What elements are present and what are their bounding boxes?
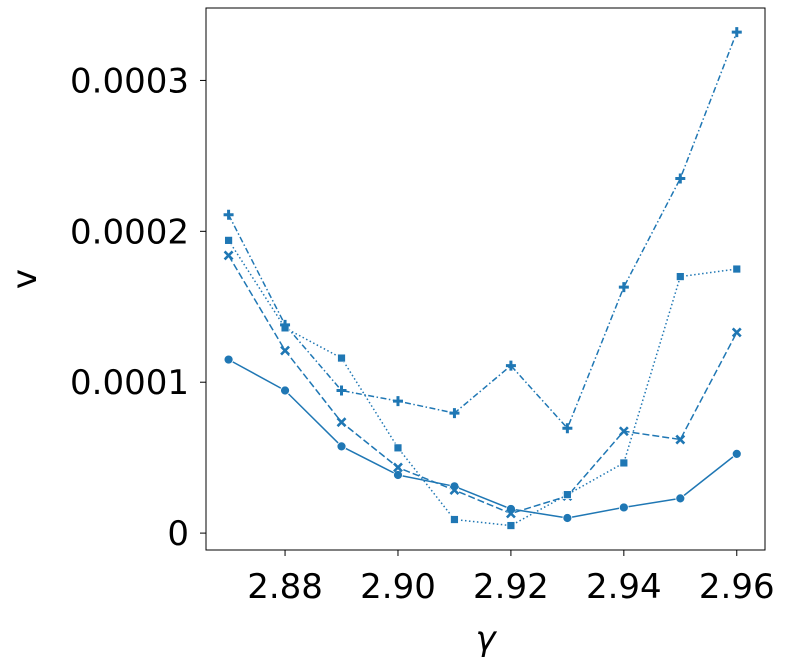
data-point-plus <box>562 423 573 434</box>
data-point-circle <box>618 502 629 513</box>
series-line-plus <box>227 31 738 429</box>
y-axis-label: v <box>5 269 45 289</box>
x-axis-label: γ <box>475 619 497 659</box>
data-point-x <box>223 250 234 261</box>
series-line-x <box>227 255 738 515</box>
y-tick-label: 0.0002 <box>70 212 189 252</box>
x-tick-label: 2.88 <box>247 567 323 607</box>
data-point-plus <box>280 319 291 330</box>
data-point-x <box>393 462 403 473</box>
data-point-plus <box>449 408 460 419</box>
data-point-square <box>506 521 516 530</box>
y-axis-ticks: 0 0.0001 0.0002 0.0003 <box>70 61 206 554</box>
data-point-plus <box>675 173 686 184</box>
data-point-plus <box>731 27 742 38</box>
data-point-x <box>280 345 290 356</box>
x-tick-label: 2.90 <box>360 567 436 607</box>
series-line-square <box>227 239 737 527</box>
data-point-circle <box>336 441 347 452</box>
y-tick-label: 0.0003 <box>70 61 189 101</box>
data-point-plus <box>336 385 347 396</box>
x-tick-label: 2.96 <box>699 567 775 607</box>
x-axis-ticks: 2.88 2.90 2.92 2.94 2.96 <box>247 550 775 607</box>
data-point-x <box>731 327 742 338</box>
data-point-x <box>618 426 629 437</box>
x-tick-label: 2.92 <box>473 567 549 607</box>
series-lines <box>227 31 738 527</box>
y-tick-label: 0.0001 <box>70 363 189 403</box>
data-point-x <box>336 417 347 428</box>
data-point-circle <box>393 470 403 480</box>
data-point-circle <box>223 354 234 365</box>
data-point-plus <box>618 282 629 293</box>
series-markers <box>223 27 742 530</box>
y-tick-label: 0 <box>167 514 189 554</box>
data-point-square <box>393 443 403 453</box>
data-point-square <box>675 272 685 281</box>
series-line-circle <box>228 358 738 519</box>
data-point-x <box>449 485 460 496</box>
data-point-x <box>675 434 686 445</box>
data-point-x <box>505 508 516 519</box>
data-point-plus <box>505 360 516 371</box>
data-point-plus <box>223 209 234 220</box>
plot-area-frame <box>205 7 766 551</box>
data-point-circle <box>675 493 686 504</box>
data-point-circle <box>280 385 290 396</box>
data-point-square <box>337 353 346 363</box>
data-point-square <box>732 264 742 274</box>
data-point-square <box>224 235 233 245</box>
data-point-circle <box>731 448 742 459</box>
x-tick-label: 2.94 <box>586 567 662 607</box>
data-point-square <box>619 458 629 468</box>
data-point-square <box>562 490 572 500</box>
data-point-square <box>450 515 459 524</box>
data-point-circle <box>562 513 573 523</box>
data-point-plus <box>392 396 403 407</box>
